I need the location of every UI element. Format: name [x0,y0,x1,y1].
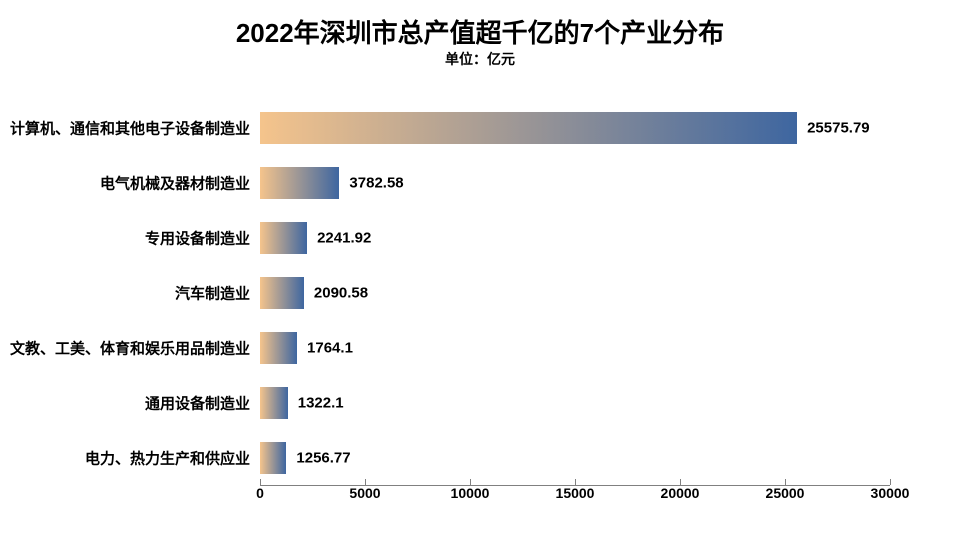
value-label: 25575.79 [797,119,870,136]
category-label: 汽车制造业 [175,283,260,304]
x-tick-label: 10000 [451,485,490,501]
category-label: 通用设备制造业 [145,393,260,414]
bar: 25575.79 [260,112,797,144]
bar-row: 电气机械及器材制造业3782.58 [260,167,890,199]
bar-row: 计算机、通信和其他电子设备制造业25575.79 [260,112,890,144]
category-label: 专用设备制造业 [145,227,260,248]
x-tick-label: 30000 [871,485,910,501]
x-tick-label: 20000 [661,485,700,501]
x-axis: 050001000015000200002500030000 [260,485,890,513]
chart-title: 2022年深圳市总产值超千亿的7个产业分布 [0,0,960,49]
bar-row: 汽车制造业2090.58 [260,277,890,309]
value-label: 3782.58 [339,174,403,191]
value-label: 1322.1 [288,395,344,412]
bar-row: 通用设备制造业1322.1 [260,387,890,419]
bar-row: 专用设备制造业2241.92 [260,222,890,254]
bar: 3782.58 [260,167,339,199]
value-label: 2090.58 [304,285,368,302]
bar: 1322.1 [260,387,288,419]
x-tick-label: 25000 [766,485,805,501]
bar-row: 电力、热力生产和供应业1256.77 [260,442,890,474]
value-label: 1256.77 [286,450,350,467]
plot-area: 计算机、通信和其他电子设备制造业25575.79 电气机械及器材制造业3782.5… [260,100,890,486]
chart-subtitle: 单位：亿元 [0,49,960,69]
category-label: 计算机、通信和其他电子设备制造业 [10,117,260,138]
bar-row: 文教、工美、体育和娱乐用品制造业1764.1 [260,332,890,364]
bar: 2241.92 [260,222,307,254]
category-label: 电气机械及器材制造业 [100,172,260,193]
value-label: 1764.1 [297,340,353,357]
category-label: 电力、热力生产和供应业 [85,448,260,469]
x-tick-label: 5000 [349,485,380,501]
x-tick-label: 0 [256,485,264,501]
bar: 1764.1 [260,332,297,364]
x-tick-label: 15000 [556,485,595,501]
chart-container: 2022年深圳市总产值超千亿的7个产业分布 单位：亿元 计算机、通信和其他电子设… [0,0,960,546]
bar: 2090.58 [260,277,304,309]
value-label: 2241.92 [307,229,371,246]
category-label: 文教、工美、体育和娱乐用品制造业 [10,338,260,359]
bar: 1256.77 [260,442,286,474]
